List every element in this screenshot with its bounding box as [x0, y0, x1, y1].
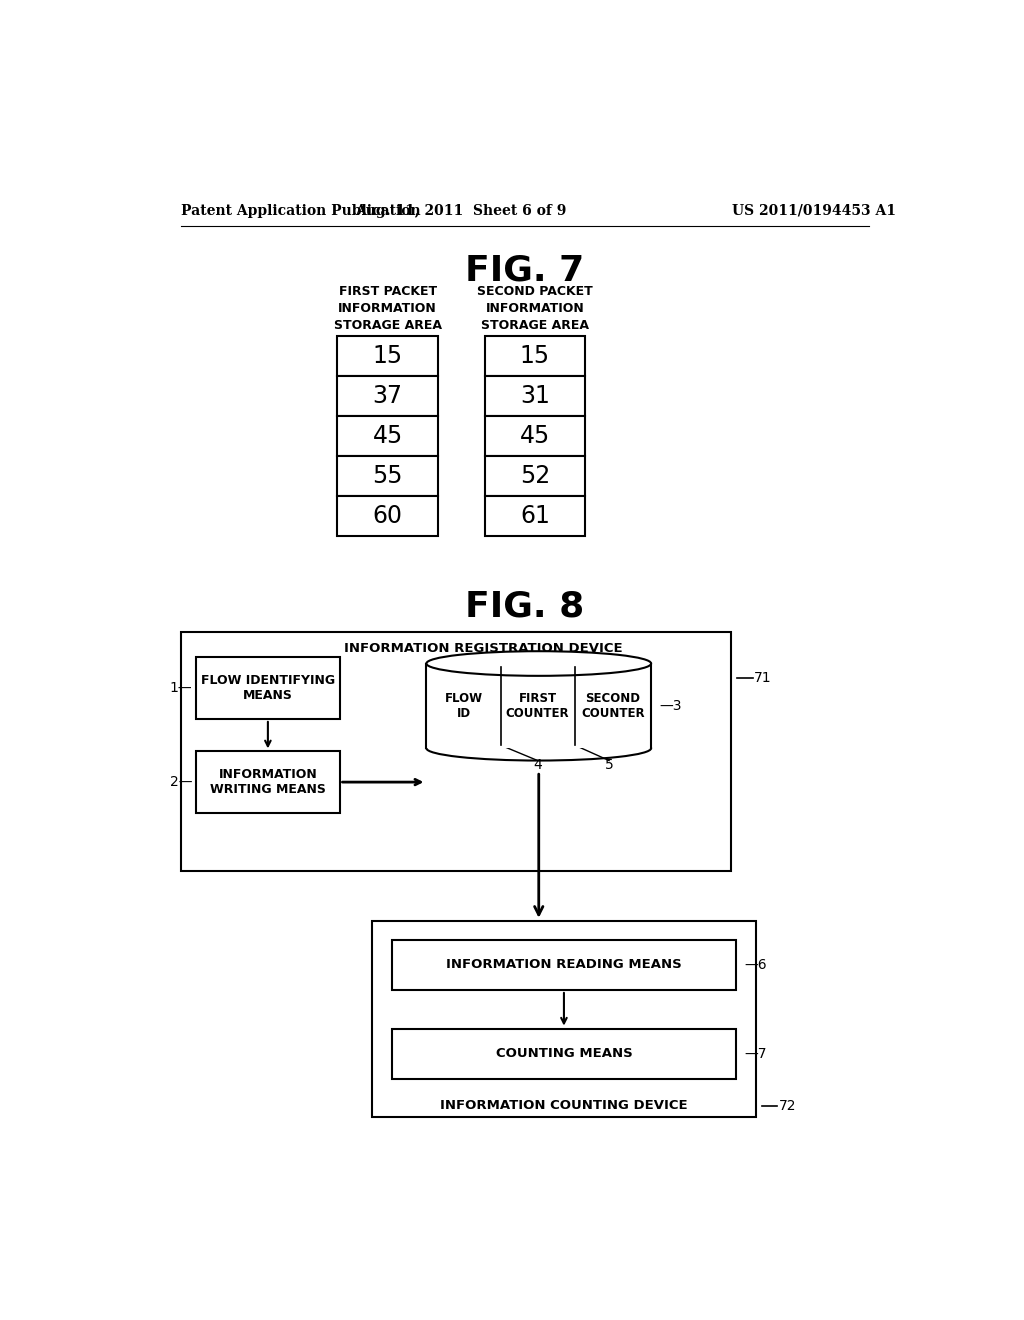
- Text: 72: 72: [779, 1098, 797, 1113]
- Text: 55: 55: [373, 463, 402, 487]
- Bar: [197, 657, 340, 719]
- Text: 45: 45: [373, 424, 402, 447]
- Text: FLOW
ID: FLOW ID: [444, 692, 482, 719]
- Text: —6: —6: [744, 958, 767, 972]
- Text: COUNTING MEANS: COUNTING MEANS: [496, 1047, 632, 1060]
- Bar: [180, 632, 731, 871]
- Text: SECOND
COUNTER: SECOND COUNTER: [581, 692, 645, 719]
- Text: 60: 60: [373, 504, 402, 528]
- Text: INFORMATION
WRITING MEANS: INFORMATION WRITING MEANS: [210, 768, 326, 796]
- Bar: [337, 376, 438, 416]
- Bar: [484, 455, 586, 496]
- Text: 1—: 1—: [170, 681, 193, 696]
- Text: 61: 61: [520, 504, 550, 528]
- Bar: [337, 416, 438, 455]
- Bar: [391, 940, 736, 990]
- Text: 52: 52: [520, 463, 550, 487]
- Text: 37: 37: [373, 384, 402, 408]
- Text: US 2011/0194453 A1: US 2011/0194453 A1: [732, 203, 896, 218]
- Text: FIG. 8: FIG. 8: [465, 590, 585, 623]
- Text: INFORMATION REGISTRATION DEVICE: INFORMATION REGISTRATION DEVICE: [344, 643, 623, 656]
- Text: —7: —7: [744, 1047, 767, 1060]
- Bar: [484, 376, 586, 416]
- Text: 4: 4: [534, 758, 542, 772]
- Bar: [337, 455, 438, 496]
- Ellipse shape: [426, 737, 651, 760]
- Text: 15: 15: [373, 343, 402, 367]
- Bar: [372, 921, 756, 1117]
- Text: 2—: 2—: [170, 775, 193, 789]
- Bar: [484, 335, 586, 376]
- Text: FLOW IDENTIFYING
MEANS: FLOW IDENTIFYING MEANS: [201, 675, 335, 702]
- Ellipse shape: [426, 651, 651, 676]
- Text: Patent Application Publication: Patent Application Publication: [180, 203, 420, 218]
- Text: FIRST PACKET
INFORMATION
STORAGE AREA: FIRST PACKET INFORMATION STORAGE AREA: [334, 285, 441, 333]
- Text: 45: 45: [520, 424, 550, 447]
- Text: FIG. 7: FIG. 7: [465, 253, 585, 286]
- Bar: [484, 496, 586, 536]
- Bar: [197, 751, 340, 813]
- Text: SECOND PACKET
INFORMATION
STORAGE AREA: SECOND PACKET INFORMATION STORAGE AREA: [477, 285, 593, 333]
- Text: —3: —3: [658, 698, 681, 713]
- Bar: [426, 664, 651, 748]
- Text: INFORMATION READING MEANS: INFORMATION READING MEANS: [446, 958, 682, 972]
- Text: INFORMATION COUNTING DEVICE: INFORMATION COUNTING DEVICE: [440, 1100, 688, 1111]
- Bar: [337, 335, 438, 376]
- Text: Aug. 11, 2011  Sheet 6 of 9: Aug. 11, 2011 Sheet 6 of 9: [355, 203, 567, 218]
- Text: 71: 71: [755, 671, 772, 685]
- Text: 31: 31: [520, 384, 550, 408]
- Bar: [484, 416, 586, 455]
- Text: FIRST
COUNTER: FIRST COUNTER: [506, 692, 569, 719]
- Bar: [391, 1028, 736, 1078]
- Text: 15: 15: [520, 343, 550, 367]
- Bar: [337, 496, 438, 536]
- Text: 5: 5: [604, 758, 613, 772]
